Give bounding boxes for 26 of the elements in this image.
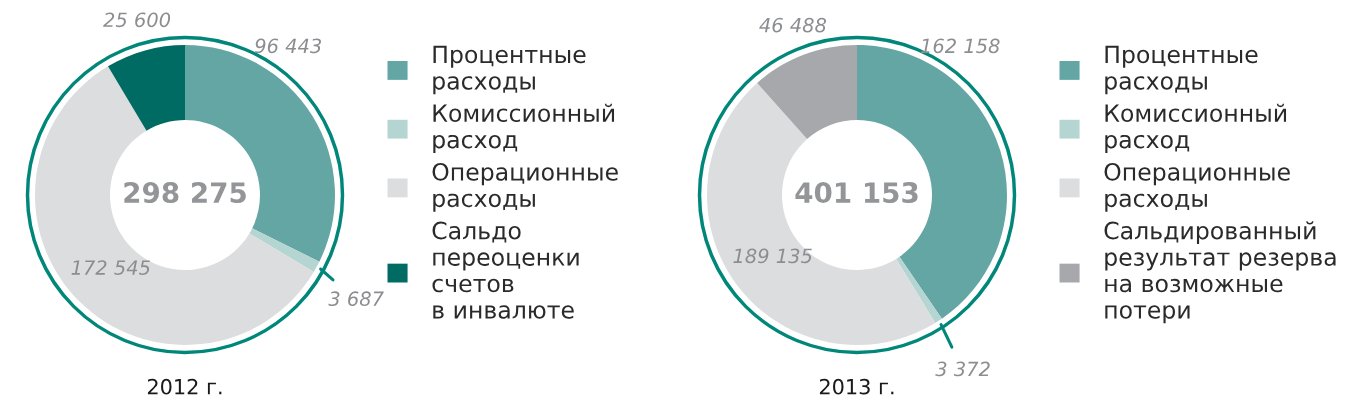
legend-label: Сальдированный результат резерва на возможные потери xyxy=(1104,221,1336,324)
donut-slice xyxy=(896,256,942,323)
legend-label: Комиссионный расход xyxy=(1105,103,1287,154)
legend-label: Операционные расходы xyxy=(432,162,618,212)
data-label: 3 687 xyxy=(328,291,384,307)
text: 298 275 xyxy=(124,182,246,204)
legend-label: Процентные расходы xyxy=(1105,45,1258,95)
data-label: 46 488 xyxy=(759,17,827,33)
data-label: 3 372 xyxy=(935,361,990,377)
donut-slice xyxy=(707,83,936,345)
text: 2012 г. xyxy=(147,378,222,395)
legend-label: Процентные расходы xyxy=(433,45,586,95)
donut-slice xyxy=(35,66,314,345)
data-label: 25 600 xyxy=(103,12,171,28)
data-label: 96 443 xyxy=(255,38,322,54)
donut-slice xyxy=(249,228,320,272)
legend-label: Комиссионный расход xyxy=(433,103,615,154)
text: 401 153 xyxy=(795,182,918,204)
data-label: 189 135 xyxy=(733,248,812,264)
donut-slice xyxy=(107,45,185,131)
data-label: 162 158 xyxy=(920,38,1000,54)
data-label: 172 545 xyxy=(71,260,150,275)
legend-label: Сальдо переоценки счетов в инвалюте xyxy=(432,221,579,319)
legend-label: Операционные расходы xyxy=(1104,162,1290,212)
text: 2013 г. xyxy=(819,378,894,395)
donut-slice xyxy=(757,45,857,140)
